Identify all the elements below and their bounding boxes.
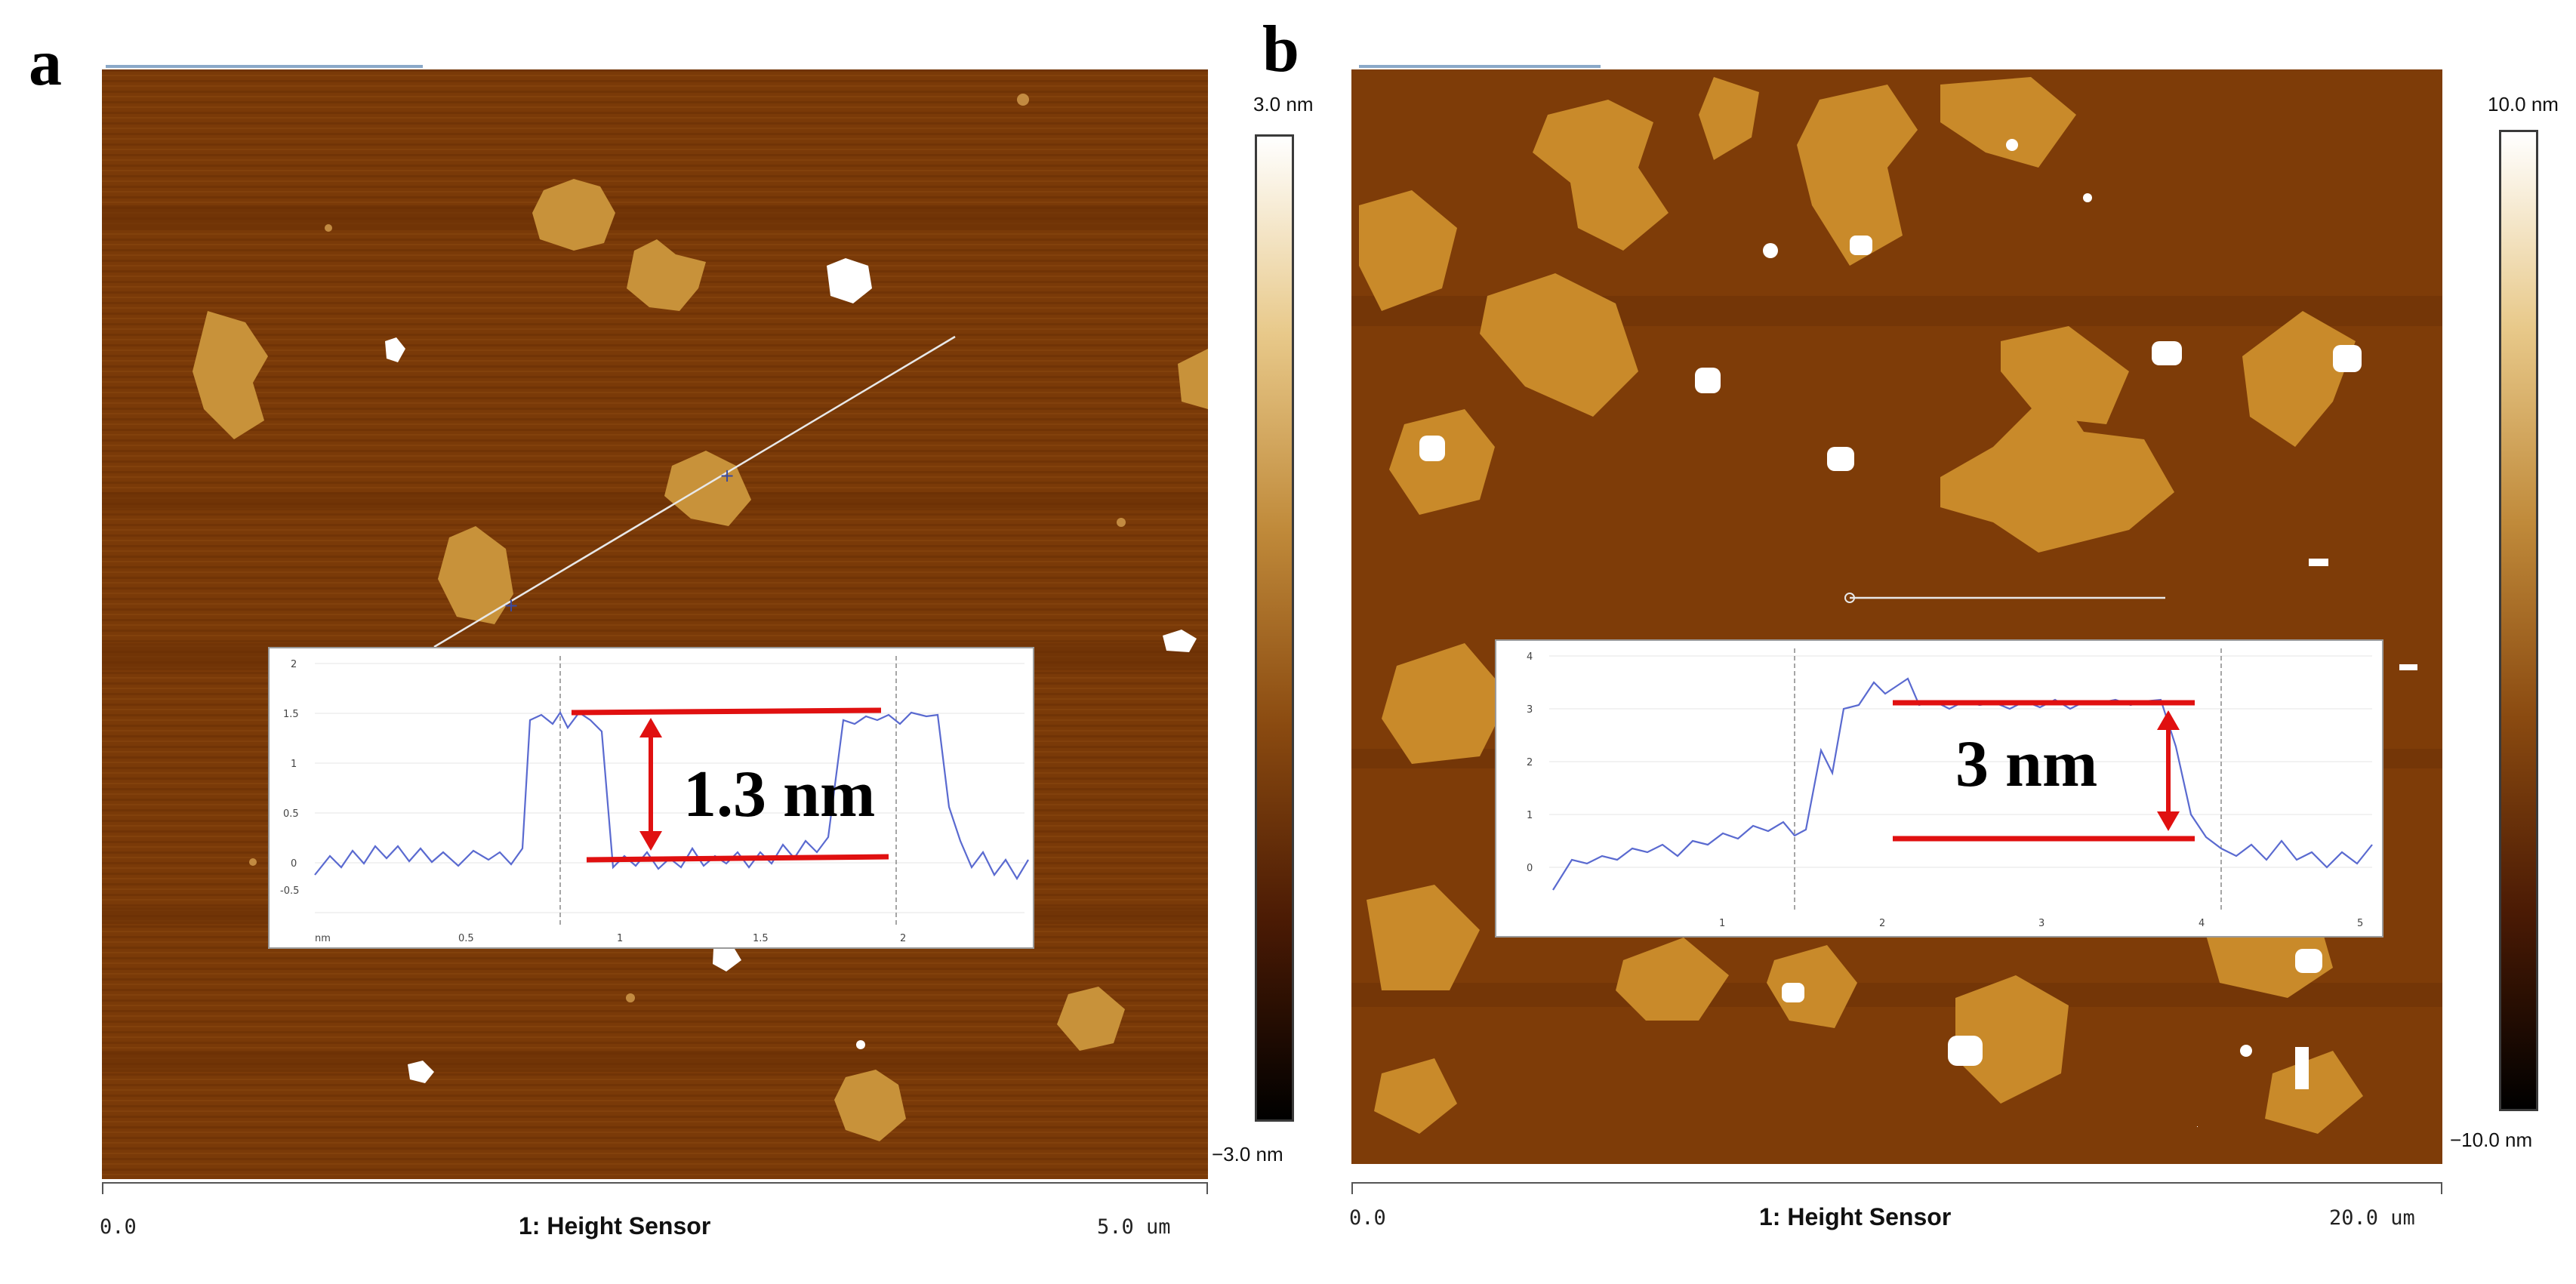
panel-b-inset-ytick: 3 xyxy=(1527,704,1533,716)
panel-b-axis-tick-end xyxy=(2441,1182,2442,1194)
panel-b-axis-title: 1: Height Sensor xyxy=(1759,1203,1952,1230)
panel-b-letter: b xyxy=(1262,13,1299,86)
panel-a-inset-ytick: 2 xyxy=(291,659,297,670)
panel-b-axis-tick-start xyxy=(1351,1182,1353,1194)
panel-a-inset-xtick: 1 xyxy=(617,933,623,944)
svg-text:+: + xyxy=(504,595,519,616)
panel-b-inset-ytick: 2 xyxy=(1527,757,1533,768)
panel-a-axis-title: 1: Height Sensor xyxy=(519,1212,711,1239)
panel-b-axis-start: 0.0 xyxy=(1349,1206,1386,1230)
panel-a-inset-xtick: 2 xyxy=(900,933,906,944)
panel-b-afm-image xyxy=(1351,69,2442,1164)
panel-a-axis-tick-start xyxy=(102,1182,103,1194)
panel-b-axis-line xyxy=(1351,1182,2442,1184)
panel-a-inset-ytick: 0.5 xyxy=(283,808,299,820)
panel-a-axis-start: 0.0 xyxy=(100,1215,137,1239)
panel-a-islands xyxy=(193,179,1208,1141)
panel-a-letter: a xyxy=(29,26,62,100)
panel-a-inset-ytick: 0 xyxy=(291,858,297,870)
panel-a-afm-image: + + xyxy=(102,69,1208,1179)
panel-b-scale-max: 10.0 nm xyxy=(2488,93,2559,115)
panel-a-particles xyxy=(385,258,1197,1083)
panel-b-axis-end: 20.0 um xyxy=(2329,1206,2415,1230)
panel-a-inset-ytick: 1.5 xyxy=(283,709,299,720)
panel-a-substrate xyxy=(102,69,1208,1179)
panel-a-axis-end: 5.0 um xyxy=(1097,1215,1171,1239)
panel-a-colorbar xyxy=(1255,134,1294,1122)
panel-a-profile-curve xyxy=(314,710,1029,881)
panel-b-particles xyxy=(1419,139,2362,1127)
panel-a-profile-line xyxy=(433,335,956,648)
panel-a-inset-xtick: nm xyxy=(315,933,331,944)
panel-a-inset-xtick: 0.5 xyxy=(458,933,474,944)
panel-a-axis-line xyxy=(102,1182,1208,1184)
panel-a-inset-ytick: -0.5 xyxy=(280,885,299,897)
panel-b-inset-ytick: 4 xyxy=(1527,651,1533,663)
panel-b-inset-xtick: 5 xyxy=(2357,918,2363,929)
panel-b-inset-xtick: 1 xyxy=(1719,918,1725,929)
panel-b-top-bar xyxy=(1359,65,1601,68)
panel-b-inset-ytick: 0 xyxy=(1527,863,1533,874)
panel-a-top-bar xyxy=(106,65,423,68)
panel-a-measurement: 1.3 nm xyxy=(683,758,876,831)
panel-a-axis-tick-end xyxy=(1206,1182,1208,1194)
panel-b-colorbar xyxy=(2499,130,2538,1111)
panel-a-inset-xtick: 1.5 xyxy=(753,933,769,944)
panel-b-inset-xtick: 2 xyxy=(1879,918,1885,929)
panel-b-inset-xtick: 3 xyxy=(2038,918,2044,929)
panel-b-inset-xtick: 4 xyxy=(2199,918,2205,929)
panel-b-scale-min: −10.0 nm xyxy=(2450,1129,2533,1151)
panel-a-scale-min: −3.0 nm xyxy=(1212,1143,1283,1165)
panel-b-inset-ytick: 1 xyxy=(1527,810,1533,821)
panel-a-scale-max: 3.0 nm xyxy=(1253,93,1314,115)
panel-a-inset-profile: 2 1.5 1 0.5 0 -0.5 nm 0.5 1 1.5 2 xyxy=(268,647,1034,949)
panel-b-profile-curve xyxy=(1552,677,2373,891)
svg-text:+: + xyxy=(719,465,735,486)
panel-b-measurement: 3 nm xyxy=(1955,728,2098,801)
panel-b-inset-profile: 4 3 2 1 0 1 2 3 4 5 xyxy=(1495,639,2383,938)
panel-a-inset-ytick: 1 xyxy=(291,759,297,770)
